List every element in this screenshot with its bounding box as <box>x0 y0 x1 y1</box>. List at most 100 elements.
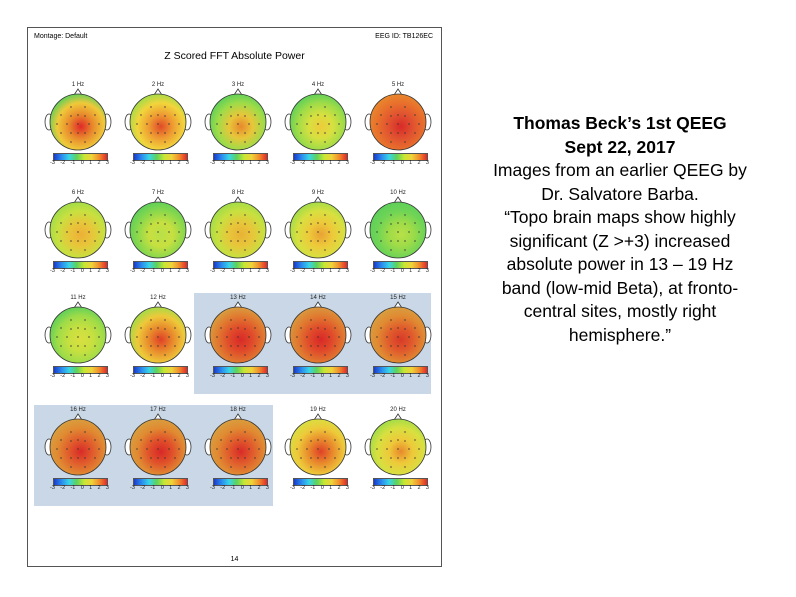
frequency-label: 4 Hz <box>311 82 325 88</box>
frequency-label: 10 Hz <box>390 190 406 196</box>
electrode-marker <box>310 223 312 225</box>
topo-map-cell: 7 Hz -3 -2 -1 0 1 2 3 <box>118 188 198 288</box>
electrode-marker <box>94 439 96 441</box>
head-topography-map <box>364 196 432 259</box>
head-topography-map <box>44 413 112 476</box>
color-scale-tick: -1 <box>230 160 236 166</box>
color-scale-tick: -3 <box>130 268 135 274</box>
color-scale-tick: 1 <box>249 268 253 274</box>
electrode-marker <box>386 448 388 450</box>
electrode-marker <box>98 123 100 125</box>
electrode-marker <box>94 457 96 459</box>
electrode-marker <box>150 457 152 459</box>
electrode-marker <box>164 115 166 117</box>
frequency-label: 7 Hz <box>151 190 165 196</box>
head-topography-map <box>284 196 352 259</box>
color-scale-tick: -1 <box>70 373 76 379</box>
color-scale-tick: 1 <box>89 485 93 491</box>
color-scale-tick: -3 <box>130 485 135 491</box>
color-scale-tick: -1 <box>230 485 236 491</box>
electrode-marker <box>150 328 152 330</box>
electrode-marker <box>70 431 72 433</box>
electrode-marker <box>84 240 86 242</box>
electrode-marker <box>77 222 79 224</box>
electrode-marker <box>390 440 392 442</box>
eeg-id-label: EEG ID: TB126EC <box>375 33 433 40</box>
electrode-marker <box>254 457 256 459</box>
topo-map-cell: 18 Hz -3 -2 -1 0 1 2 3 <box>198 405 278 505</box>
electrode-marker <box>157 327 159 329</box>
electrode-marker <box>174 345 176 347</box>
electrode-marker <box>414 439 416 441</box>
color-scale-tick: 1 <box>169 373 173 379</box>
electrode-marker <box>164 319 166 321</box>
electrode-marker <box>334 327 336 329</box>
electrode-marker <box>258 231 260 233</box>
electrode-marker <box>157 132 159 134</box>
color-scale-tick: -2 <box>140 160 146 166</box>
color-scale-tick: -3 <box>210 373 215 379</box>
electrode-marker <box>150 319 152 321</box>
electrode-marker <box>244 431 246 433</box>
electrode-marker <box>77 345 79 347</box>
electrode-marker <box>150 141 152 143</box>
electrode-marker <box>390 132 392 134</box>
electrode-marker <box>157 222 159 224</box>
caption-line: “Topo brain maps show highly <box>504 207 736 227</box>
electrode-marker <box>157 457 159 459</box>
color-scale-tick: -1 <box>230 373 236 379</box>
electrode-marker <box>174 439 176 441</box>
electrode-marker <box>390 115 392 117</box>
electrode-marker <box>164 132 166 134</box>
color-scale-ticks: -3 -2 -1 0 1 2 3 <box>370 160 429 166</box>
electrode-marker <box>244 115 246 117</box>
electrode-marker <box>317 336 319 338</box>
color-scale-tick: 1 <box>89 373 93 379</box>
electrode-marker <box>220 345 222 347</box>
electrode-marker <box>70 132 72 134</box>
electrode-marker <box>70 141 72 143</box>
color-scale-tick: -3 <box>290 268 295 274</box>
electrode-marker <box>157 114 159 116</box>
color-scale-tick: 1 <box>89 160 93 166</box>
electrode-marker <box>338 231 340 233</box>
electrode-marker <box>220 240 222 242</box>
electrode-marker <box>230 115 232 117</box>
color-scale-tick: -2 <box>380 268 386 274</box>
electrode-marker <box>334 439 336 441</box>
topo-map-cell: 2 Hz -3 -2 -1 0 1 2 3 <box>118 80 198 180</box>
electrode-marker <box>244 223 246 225</box>
head-topography-map <box>204 196 272 259</box>
electrode-marker <box>310 249 312 251</box>
color-scale-tick: -1 <box>70 485 76 491</box>
color-scale-ticks: -3 -2 -1 0 1 2 3 <box>210 160 269 166</box>
frequency-label: 11 Hz <box>70 295 86 301</box>
color-scale-tick: -3 <box>210 485 215 491</box>
electrode-marker <box>310 106 312 108</box>
frequency-label: 17 Hz <box>150 407 166 413</box>
electrode-marker <box>70 240 72 242</box>
electrode-marker <box>254 345 256 347</box>
frequency-label: 12 Hz <box>150 295 166 301</box>
electrode-marker <box>220 222 222 224</box>
head-topography-map <box>124 413 192 476</box>
electrode-marker <box>220 114 222 116</box>
electrode-marker <box>300 345 302 347</box>
electrode-marker <box>397 222 399 224</box>
electrode-marker <box>237 231 239 233</box>
electrode-marker <box>150 440 152 442</box>
color-scale-ticks: -3 -2 -1 0 1 2 3 <box>50 485 109 491</box>
color-scale-tick: -1 <box>390 268 396 274</box>
electrode-marker <box>168 336 170 338</box>
electrode-marker <box>94 222 96 224</box>
electrode-marker <box>404 240 406 242</box>
electrode-marker <box>164 440 166 442</box>
electrode-marker <box>140 457 142 459</box>
color-scale-tick: -2 <box>60 485 66 491</box>
electrode-marker <box>324 466 326 468</box>
color-scale-tick: -2 <box>300 160 306 166</box>
electrode-marker <box>317 448 319 450</box>
electrode-marker <box>390 354 392 356</box>
report-title: Z Scored FFT Absolute Power <box>164 50 305 62</box>
electrode-marker <box>300 240 302 242</box>
